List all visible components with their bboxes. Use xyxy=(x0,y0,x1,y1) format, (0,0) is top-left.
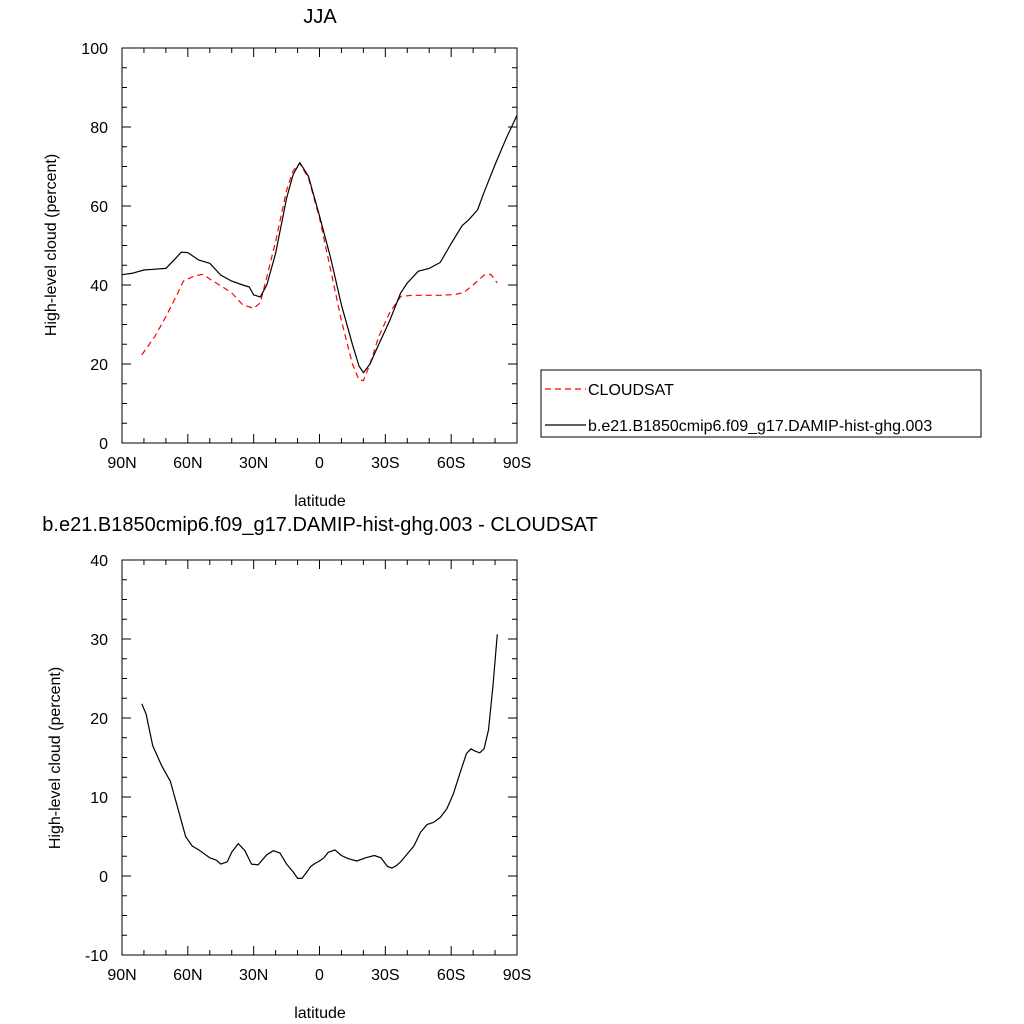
bottom-panel: b.e21.B1850cmip6.f09_g17.DAMIP-hist-ghg.… xyxy=(42,514,597,1022)
top-x-tick-label: 60S xyxy=(437,455,465,472)
bottom-x-tick-labels: 90N 60N 30N 0 30S 60S 90S xyxy=(107,967,531,984)
bottom-x-tick-label: 60S xyxy=(437,967,465,984)
top-x-axis-label: latitude xyxy=(294,493,346,510)
bottom-y-tick-label: 40 xyxy=(90,553,108,570)
bottom-x-tick-label: 90S xyxy=(503,967,531,984)
top-y-axis-label: High-level cloud (percent) xyxy=(43,154,60,336)
bottom-chart-title: b.e21.B1850cmip6.f09_g17.DAMIP-hist-ghg.… xyxy=(42,514,597,536)
top-x-tick-label: 0 xyxy=(315,455,324,472)
bottom-x-tick-label: 30S xyxy=(371,967,399,984)
bottom-x-tick-label: 60N xyxy=(173,967,202,984)
legend-label-cloudsat: CLOUDSAT xyxy=(588,382,674,399)
bottom-y-tick-label: 10 xyxy=(90,790,108,807)
bottom-plot-frame xyxy=(121,559,518,956)
bottom-y-tick-label: 30 xyxy=(90,632,108,649)
top-y-tick-label: 100 xyxy=(81,41,108,58)
top-y-tick-label: 80 xyxy=(90,120,108,137)
top-y-tick-label: 0 xyxy=(99,436,108,453)
top-y-tick-label: 40 xyxy=(90,278,108,295)
legend: CLOUDSAT b.e21.B1850cmip6.f09_g17.DAMIP-… xyxy=(540,369,982,438)
bottom-y-tick-label: 20 xyxy=(90,711,108,728)
legend-label-model: b.e21.B1850cmip6.f09_g17.DAMIP-hist-ghg.… xyxy=(588,418,932,435)
top-x-tick-label: 30S xyxy=(371,455,399,472)
top-x-tick-label: 30N xyxy=(239,455,268,472)
bottom-series-lines xyxy=(141,634,498,880)
bottom-x-tick-label: 0 xyxy=(315,967,324,984)
top-x-tick-label: 90N xyxy=(107,455,136,472)
top-series-line-cloudsat xyxy=(141,162,498,382)
bottom-y-tick-label: 0 xyxy=(99,869,108,886)
top-x-tick-label: 60N xyxy=(173,455,202,472)
top-x-tick-labels: 90N 60N 30N 0 30S 60S 90S xyxy=(107,455,531,472)
bottom-x-tick-label: 90N xyxy=(107,967,136,984)
top-y-tick-label: 60 xyxy=(90,199,108,216)
top-y-tick-labels: 0 20 40 60 80 100 xyxy=(81,41,108,453)
top-series-lines xyxy=(121,114,518,382)
top-x-tick-label: 90S xyxy=(503,455,531,472)
top-y-tick-label: 20 xyxy=(90,357,108,374)
top-plot-frame xyxy=(121,47,518,444)
bottom-x-axis-label: latitude xyxy=(294,1005,346,1022)
bottom-y-tick-labels: -10 0 10 20 30 40 xyxy=(85,553,108,965)
bottom-series-line-difference xyxy=(141,634,498,880)
top-panel: JJA 0 20 40 60 80 100 90N 60N 30N 0 30S 60S 90S lat… xyxy=(43,6,531,510)
bottom-y-axis-label: High-level cloud (percent) xyxy=(47,667,64,849)
bottom-tick-marks xyxy=(121,559,518,956)
top-tick-marks xyxy=(121,47,518,444)
bottom-x-tick-label: 30N xyxy=(239,967,268,984)
legend-box xyxy=(540,369,982,438)
bottom-y-tick-label: -10 xyxy=(85,948,108,965)
top-series-line-model xyxy=(121,114,518,374)
top-chart-title: JJA xyxy=(303,6,337,28)
